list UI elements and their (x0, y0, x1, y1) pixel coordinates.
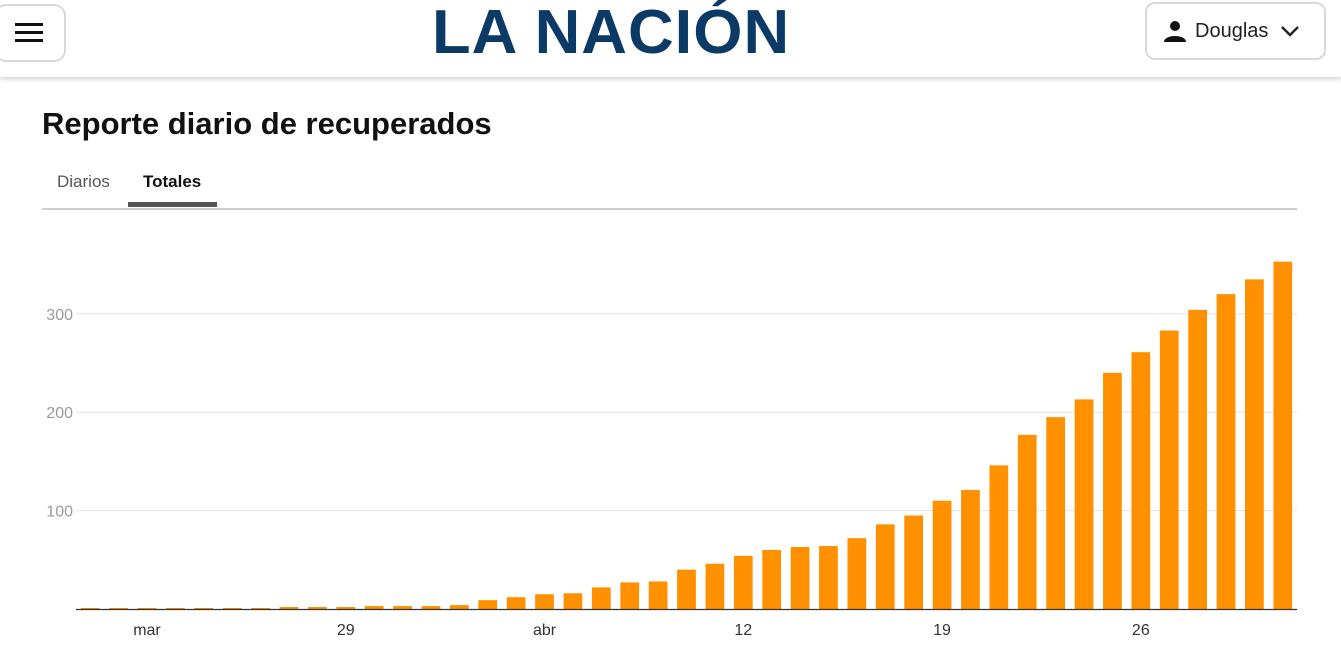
tab-diarios[interactable]: Diarios (57, 172, 110, 191)
bar (194, 608, 214, 609)
site-logo[interactable]: LA NACIÓN (432, 0, 791, 67)
bar (478, 600, 498, 609)
bar (166, 608, 185, 609)
person-icon (1164, 21, 1186, 42)
tab-bar: Diarios Totales (42, 166, 1297, 210)
bar (393, 606, 412, 609)
bar (762, 549, 782, 609)
bar (961, 489, 980, 609)
bar (847, 538, 867, 609)
bar (875, 524, 895, 609)
bar (279, 607, 299, 609)
chevron-down-icon (1281, 26, 1300, 37)
page-title: Reporte diario de recuperados (42, 106, 492, 141)
y-tick-label: 300 (46, 307, 73, 324)
bar (1131, 352, 1151, 609)
bar (648, 581, 668, 609)
bar (677, 569, 696, 609)
bar (506, 597, 526, 609)
bar (1188, 309, 1207, 609)
bar (1273, 261, 1293, 609)
bar (364, 606, 384, 609)
user-menu-button[interactable]: Douglas (1145, 2, 1326, 60)
user-name: Douglas (1195, 19, 1269, 42)
x-tick-label: 29 (337, 622, 355, 639)
x-tick-label: mar (133, 622, 161, 639)
bar (989, 465, 1009, 609)
active-tab-indicator (128, 202, 217, 207)
bar (790, 547, 810, 609)
bar (1216, 294, 1236, 609)
bar (109, 608, 128, 609)
bar (904, 515, 924, 609)
bar (705, 563, 725, 609)
recovered-totals-chart: 100 200 300 mar 29 abr 12 19 26 (46, 261, 1297, 639)
bar (251, 608, 270, 609)
bar (421, 606, 441, 609)
bar (563, 593, 583, 609)
bar (1103, 372, 1122, 609)
bar (1074, 399, 1094, 609)
x-tick-label: 26 (1132, 622, 1150, 639)
bar (1245, 279, 1264, 609)
bar (1046, 417, 1066, 609)
bar (1017, 434, 1037, 609)
x-tick-label: 19 (933, 622, 951, 639)
bar (535, 594, 554, 609)
y-tick-label: 200 (46, 405, 73, 422)
bar (80, 608, 100, 609)
x-tick-label: 12 (734, 622, 752, 639)
bar (137, 608, 157, 609)
bar (449, 605, 469, 609)
bar (1159, 330, 1179, 609)
bar (819, 546, 838, 609)
top-bar: LA NACIÓN Douglas (0, 0, 1341, 77)
bar (336, 607, 356, 609)
bar (307, 607, 327, 609)
bar (620, 582, 640, 609)
tab-totales[interactable]: Totales (143, 172, 202, 191)
hamburger-menu-icon (15, 23, 43, 42)
menu-button[interactable] (0, 4, 66, 62)
y-tick-label: 100 (46, 504, 73, 521)
bar (591, 587, 611, 609)
x-tick-label: abr (533, 622, 557, 639)
bar (932, 500, 952, 609)
bar (222, 608, 242, 609)
bar (733, 555, 753, 609)
